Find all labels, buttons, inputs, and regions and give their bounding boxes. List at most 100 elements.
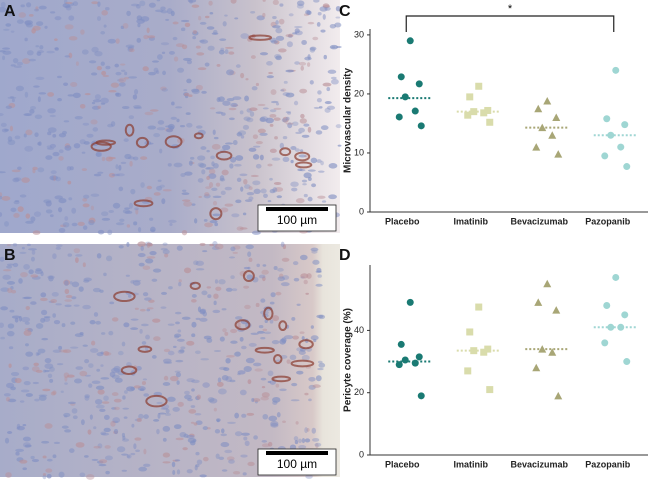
- cell: [0, 6, 7, 13]
- cell: [65, 1, 73, 4]
- cell: [214, 279, 219, 284]
- cell: [118, 77, 127, 83]
- cell: [0, 212, 3, 217]
- cell: [290, 145, 297, 150]
- cell: [16, 423, 21, 429]
- cell: [222, 100, 231, 106]
- cell: [308, 384, 316, 390]
- cell: [114, 63, 119, 68]
- cell: [175, 321, 180, 325]
- cell: [250, 55, 256, 59]
- cell: [15, 451, 20, 456]
- cell: [65, 294, 73, 299]
- cell: [151, 60, 160, 63]
- cell: [83, 277, 92, 282]
- cell: [86, 133, 94, 138]
- significance-bracket: [405, 15, 615, 32]
- point: [617, 143, 625, 151]
- cell: [272, 400, 278, 405]
- cell: [74, 378, 83, 384]
- cell: [24, 145, 34, 152]
- cell: [209, 12, 214, 15]
- cell: [262, 0, 266, 2]
- cell: [181, 199, 191, 202]
- cell: [241, 432, 250, 436]
- cell: [263, 331, 272, 335]
- cell: [308, 398, 312, 402]
- cell: [195, 420, 203, 426]
- cell: [153, 192, 161, 196]
- cell: [180, 19, 190, 23]
- cell: [19, 251, 27, 254]
- cell: [58, 207, 63, 213]
- cell: [275, 383, 280, 388]
- cell: [207, 427, 211, 430]
- cell: [209, 219, 218, 224]
- cell: [19, 459, 28, 464]
- cell: [158, 412, 167, 415]
- cell: [97, 389, 105, 395]
- cell: [153, 419, 160, 422]
- cell: [4, 221, 9, 227]
- cell: [246, 117, 254, 123]
- cell: [195, 317, 201, 320]
- cell: [298, 438, 302, 444]
- cell: [243, 436, 248, 441]
- cell: [301, 354, 310, 361]
- cell: [176, 118, 180, 123]
- cell: [88, 383, 93, 388]
- cell: [47, 127, 57, 133]
- cell: [5, 11, 13, 17]
- cell: [302, 183, 307, 186]
- cell: [252, 362, 262, 367]
- cell: [203, 193, 211, 199]
- cell: [53, 320, 61, 325]
- cell: [290, 159, 294, 164]
- cell: [115, 92, 120, 96]
- cell: [202, 250, 208, 253]
- cell: [235, 199, 242, 204]
- cell: [118, 164, 122, 171]
- cell: [107, 123, 114, 128]
- cell: [240, 33, 250, 39]
- cell: [208, 0, 213, 6]
- point: [601, 152, 609, 160]
- cell: [30, 256, 35, 262]
- cell: [252, 134, 259, 140]
- cell: [82, 262, 86, 268]
- cell: [137, 22, 141, 28]
- cell: [39, 297, 48, 302]
- cell: [292, 335, 299, 340]
- cell: [201, 290, 208, 296]
- cell: [133, 105, 142, 109]
- cell: [260, 298, 266, 303]
- cell: [185, 112, 191, 115]
- cell: [269, 301, 275, 305]
- cell: [53, 441, 61, 445]
- vessel: [189, 281, 201, 290]
- cell: [126, 454, 132, 459]
- cell: [124, 71, 128, 76]
- cell: [271, 340, 280, 345]
- cell: [121, 453, 129, 456]
- cell: [143, 34, 149, 40]
- cell: [138, 262, 145, 267]
- cell: [139, 308, 146, 312]
- cell: [40, 309, 48, 316]
- cell: [305, 474, 313, 479]
- cell: [3, 393, 11, 397]
- cell: [310, 335, 319, 341]
- cell: [328, 194, 337, 200]
- cell: [294, 440, 299, 445]
- cell: [243, 178, 248, 185]
- cell: [218, 456, 225, 460]
- cell: [5, 472, 12, 478]
- cell: [74, 115, 83, 120]
- cell: [204, 62, 210, 67]
- point: [532, 143, 541, 151]
- cell: [68, 15, 75, 21]
- cell: [297, 168, 303, 172]
- cell: [183, 92, 190, 97]
- cell: [206, 149, 210, 153]
- cell: [212, 213, 221, 217]
